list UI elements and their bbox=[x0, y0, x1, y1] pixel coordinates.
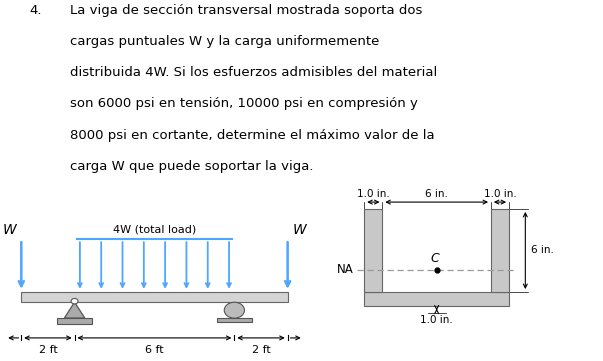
Text: cargas puntuales W y la carga uniformemente: cargas puntuales W y la carga uniformeme… bbox=[70, 35, 379, 48]
Bar bbox=[491, 209, 509, 292]
Text: 6 ft: 6 ft bbox=[145, 345, 164, 355]
Circle shape bbox=[71, 299, 78, 304]
Text: distribuida 4W. Si los esfuerzos admisibles del material: distribuida 4W. Si los esfuerzos admisib… bbox=[70, 66, 437, 79]
Text: 1.0 in.: 1.0 in. bbox=[484, 189, 516, 199]
Text: 2 ft: 2 ft bbox=[39, 345, 57, 355]
Circle shape bbox=[224, 302, 244, 318]
Text: 8000 psi en cortante, determine el máximo valor de la: 8000 psi en cortante, determine el máxim… bbox=[70, 129, 435, 142]
Text: 1.0 in.: 1.0 in. bbox=[357, 189, 390, 199]
Text: W: W bbox=[292, 223, 306, 237]
Text: 6 in.: 6 in. bbox=[531, 245, 554, 256]
Text: $C$: $C$ bbox=[430, 252, 441, 265]
Bar bbox=[217, 318, 251, 322]
Text: carga W que puede soportar la viga.: carga W que puede soportar la viga. bbox=[70, 160, 314, 173]
Bar bbox=[57, 318, 92, 324]
Text: 1.0 in.: 1.0 in. bbox=[420, 315, 453, 325]
Polygon shape bbox=[65, 302, 84, 318]
Text: 4.: 4. bbox=[30, 4, 42, 17]
Text: 2 ft: 2 ft bbox=[251, 345, 270, 355]
Text: son 6000 psi en tensión, 10000 psi en compresión y: son 6000 psi en tensión, 10000 psi en co… bbox=[70, 97, 418, 110]
Text: La viga de sección transversal mostrada soporta dos: La viga de sección transversal mostrada … bbox=[70, 4, 422, 17]
Bar bbox=[364, 292, 509, 306]
Bar bbox=[21, 292, 288, 302]
Text: W: W bbox=[3, 223, 16, 237]
Text: NA: NA bbox=[336, 263, 353, 276]
Text: 4W (total load): 4W (total load) bbox=[113, 224, 196, 234]
Text: 6 in.: 6 in. bbox=[425, 189, 448, 199]
Bar bbox=[364, 209, 382, 292]
